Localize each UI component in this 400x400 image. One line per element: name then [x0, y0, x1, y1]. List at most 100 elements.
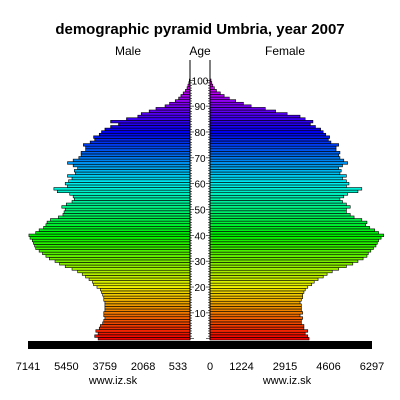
female-bar-age-76 [209, 140, 332, 144]
male-bar-age-14 [104, 300, 191, 305]
male-bar-age-49 [63, 210, 191, 214]
male-bar-age-71 [80, 153, 191, 157]
female-bar-age-14 [209, 300, 301, 305]
female-bar-age-91 [209, 101, 244, 106]
male-bar-age-53 [71, 200, 191, 204]
male-bar-age-75 [83, 143, 191, 147]
female-bar-age-70 [209, 156, 341, 160]
male-bar-age-46 [50, 218, 191, 222]
male-bar-age-82 [110, 125, 191, 129]
female-bar-age-74 [209, 145, 337, 150]
male-bar-age-81 [104, 127, 191, 131]
female-bar-age-66 [209, 166, 339, 170]
male-bar-age-16 [103, 295, 191, 299]
male-x-tick-2068: 2068 [131, 361, 155, 373]
male-bar-age-47 [58, 215, 191, 219]
female-bar-age-96 [209, 89, 217, 93]
female-bar-age-19 [209, 288, 306, 292]
male-bar-age-96 [185, 89, 191, 93]
male-bar-age-0 [97, 337, 191, 341]
female-bar-age-32 [209, 254, 368, 258]
male-bar-age-50 [64, 207, 191, 212]
female-bar-age-37 [209, 241, 378, 245]
female-bar-age-28 [209, 264, 347, 268]
female-bar-age-25 [209, 272, 328, 276]
age-tick-label-20: 20 [194, 283, 206, 294]
age-tick-label-60: 60 [194, 180, 206, 191]
male-bar-age-62 [71, 176, 191, 181]
female-bar-age-12 [209, 306, 302, 310]
female-bar-age-63 [209, 174, 347, 178]
female-bar-age-85 [209, 117, 306, 121]
female-bar-age-65 [209, 169, 342, 173]
male-bar-age-29 [59, 262, 191, 266]
female-bar-age-9 [209, 313, 301, 318]
female-bar-age-79 [209, 132, 327, 137]
male-bar-age-64 [75, 171, 191, 175]
female-bar-age-62 [209, 176, 343, 181]
male-bar-age-52 [66, 202, 191, 206]
male-bar-age-11 [104, 308, 191, 312]
female-bar-age-67 [209, 163, 343, 168]
male-bar-age-56 [69, 192, 191, 196]
male-bar-age-42 [38, 228, 191, 232]
male-bar-age-45 [46, 220, 191, 225]
male-bar-age-7 [103, 319, 191, 323]
female-bar-age-94 [209, 94, 225, 98]
male-bar-age-31 [49, 257, 191, 261]
male-bar-age-30 [54, 259, 191, 263]
female-bar-age-23 [209, 277, 319, 281]
female-bar-age-15 [209, 298, 302, 302]
male-bar-age-5 [100, 324, 191, 328]
female-bar-age-35 [209, 246, 374, 250]
male-bar-age-85 [126, 117, 191, 121]
female-bar-age-46 [209, 218, 363, 222]
female-bar-age-0 [209, 337, 310, 341]
male-x-tick-533: 533 [169, 361, 187, 373]
male-bar-age-87 [140, 112, 191, 116]
female-bar-age-58 [209, 187, 363, 191]
male-bar-age-38 [32, 238, 191, 243]
male-bar-age-40 [28, 233, 191, 237]
male-bar-age-41 [35, 231, 191, 235]
source-right: www.iz.sk [262, 375, 312, 387]
female-bar-age-21 [209, 282, 312, 287]
female-bar-age-39 [209, 236, 382, 240]
age-tick-label-50: 50 [194, 206, 206, 217]
female-bar-age-22 [209, 280, 315, 284]
male-x-tick-7141: 7141 [16, 361, 40, 373]
male-bar-age-91 [169, 101, 191, 106]
male-bar-age-69 [72, 158, 191, 162]
female-bar-age-30 [209, 259, 359, 263]
male-bar-age-54 [74, 197, 191, 201]
age-axis: 10 20 30 40 50 60 70 80 90 100 [189, 60, 211, 340]
male-bar-age-18 [101, 290, 191, 294]
female-bar-age-80 [209, 130, 324, 134]
male-bar-age-43 [43, 226, 191, 230]
male-bar-age-94 [180, 94, 191, 98]
male-bar-age-92 [174, 99, 191, 103]
age-tick-label-30: 30 [194, 257, 206, 268]
female-bar-age-24 [209, 275, 324, 279]
female-bar-age-90 [209, 104, 252, 108]
female-bar-age-55 [209, 194, 345, 199]
male-bar-age-55 [72, 194, 191, 199]
female-bar-age-45 [209, 220, 368, 225]
female-bar-age-92 [209, 99, 237, 103]
female-bar-age-72 [209, 151, 341, 155]
male-bar-age-48 [62, 213, 191, 217]
female-bar-age-29 [209, 262, 354, 266]
female-bar-age-27 [209, 267, 339, 271]
female-bar-age-82 [209, 125, 316, 129]
female-bar-age-53 [209, 200, 343, 204]
male-bar-age-70 [78, 156, 191, 160]
male-bar-age-37 [33, 241, 191, 245]
male-x-tick-5450: 5450 [54, 361, 78, 373]
male-bar-age-4 [98, 326, 191, 330]
male-bar-age-51 [61, 205, 191, 209]
male-bar-age-44 [45, 223, 191, 227]
male-bar-age-86 [137, 114, 191, 119]
female-x-tick-1224: 1224 [229, 361, 253, 373]
female-bar-age-13 [209, 303, 302, 307]
female-bar-age-64 [209, 171, 341, 175]
